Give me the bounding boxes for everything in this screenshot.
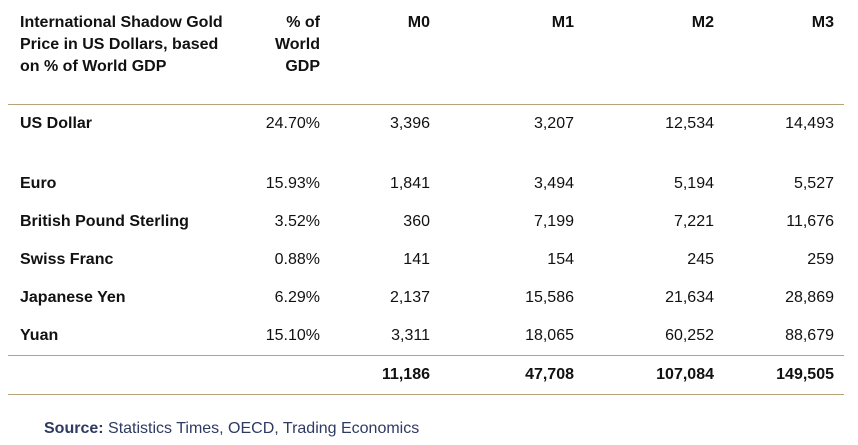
header-m3: M3 — [811, 14, 834, 31]
row-m2: 21,634 — [665, 289, 714, 306]
total-m1: 47,708 — [525, 366, 574, 383]
row-m1: 7,199 — [533, 213, 574, 230]
row-pct: 24.70% — [265, 115, 320, 132]
gold-price-table: International Shadow Gold Price in US Do… — [8, 10, 844, 395]
row-m3: 28,869 — [785, 289, 834, 306]
bottom-divider — [8, 394, 844, 395]
row-name: Euro — [20, 175, 57, 192]
row-m1: 18,065 — [525, 327, 574, 344]
row-m1: 15,586 — [525, 289, 574, 306]
row-m0: 3,311 — [391, 327, 430, 344]
table-row: Euro 15.93% 1,841 3,494 5,194 5,527 — [8, 165, 844, 203]
header-title: International Shadow Gold Price in US Do… — [20, 14, 223, 75]
row-m2: 245 — [687, 251, 714, 268]
row-m0: 3,396 — [389, 115, 430, 132]
row-m3: 88,679 — [785, 327, 834, 344]
table-row: Swiss Franc 0.88% 141 154 245 259 — [8, 241, 844, 279]
source-label: Source: — [44, 420, 104, 437]
table-header: International Shadow Gold Price in US Do… — [8, 10, 844, 104]
row-m2: 7,221 — [673, 213, 714, 230]
row-name: US Dollar — [20, 115, 93, 132]
header-m0: M0 — [407, 14, 430, 31]
row-pct: 3.52% — [274, 213, 320, 230]
row-pct: 6.29% — [274, 289, 320, 306]
row-m2: 60,252 — [665, 327, 714, 344]
row-pct: 15.93% — [265, 175, 320, 192]
row-pct: 15.10% — [265, 327, 320, 344]
total-m2: 107,084 — [656, 366, 714, 383]
header-m2: M2 — [691, 14, 714, 31]
header-pct-world-gdp: % of World GDP — [180, 12, 320, 78]
total-m3: 149,505 — [776, 366, 834, 383]
totals-divider — [8, 355, 844, 356]
row-m3: 5,527 — [793, 175, 834, 192]
row-m3: 14,493 — [785, 115, 834, 132]
row-m1: 154 — [547, 251, 574, 268]
source-note: Source: Statistics Times, OECD, Trading … — [44, 420, 419, 438]
table-row: US Dollar 24.70% 3,396 3,207 12,534 14,4… — [8, 105, 844, 143]
row-spacer — [8, 143, 844, 165]
source-text: Statistics Times, OECD, Trading Economic… — [108, 420, 420, 437]
row-name: Swiss Franc — [20, 251, 114, 268]
table-row: Yuan 15.10% 3,311 18,065 60,252 88,679 — [8, 317, 844, 355]
row-m3: 11,676 — [786, 213, 834, 230]
row-m0: 2,137 — [389, 289, 430, 306]
header-divider — [8, 104, 844, 105]
totals-row: 11,186 47,708 107,084 149,505 — [8, 356, 844, 394]
row-m0: 360 — [403, 213, 430, 230]
table-row: Japanese Yen 6.29% 2,137 15,586 21,634 2… — [8, 279, 844, 317]
row-m1: 3,494 — [533, 175, 574, 192]
row-name: Yuan — [20, 327, 59, 344]
row-m2: 5,194 — [673, 175, 714, 192]
table-row: British Pound Sterling 3.52% 360 7,199 7… — [8, 203, 844, 241]
row-m1: 3,207 — [533, 115, 574, 132]
header-pct-label: % of World GDP — [274, 14, 320, 75]
total-m0: 11,186 — [381, 366, 430, 383]
row-pct: 0.88% — [274, 251, 320, 268]
row-m2: 12,534 — [665, 115, 714, 132]
header-m1: M1 — [551, 14, 574, 31]
row-m3: 259 — [807, 251, 834, 268]
row-m0: 1,841 — [389, 175, 430, 192]
row-name: Japanese Yen — [20, 289, 126, 306]
row-name: British Pound Sterling — [20, 213, 189, 230]
row-m0: 141 — [403, 251, 430, 268]
